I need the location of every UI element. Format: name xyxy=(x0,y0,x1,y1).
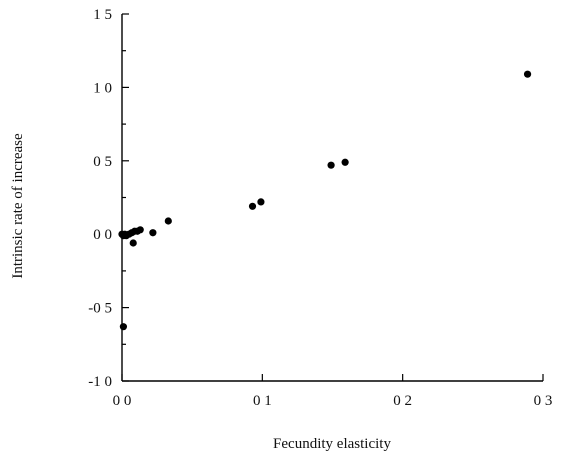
data-point xyxy=(164,217,172,225)
data-point xyxy=(248,202,257,210)
x-tick-label: 0 3 xyxy=(534,393,553,409)
data-point xyxy=(119,323,128,331)
x-tick-label: 0 0 xyxy=(113,393,132,409)
y-tick-label: 1 0 xyxy=(93,80,112,96)
y-tick-label: -1 0 xyxy=(88,374,112,390)
data-point xyxy=(341,158,349,166)
x-axis-ticks: 0 0 0 1 0 2 0 3 xyxy=(113,374,553,409)
data-point xyxy=(136,226,144,234)
data-point xyxy=(523,70,532,78)
x-tick-label: 0 2 xyxy=(393,393,412,409)
y-tick-label: 1 5 xyxy=(93,7,112,23)
y-tick-label: 0 0 xyxy=(93,227,112,243)
y-axis-ticks: 1 5 1 0 0 5 0 0 -0 5 -1 0 xyxy=(88,7,129,390)
data-point xyxy=(327,161,335,169)
x-tick-label: 0 1 xyxy=(253,393,272,409)
x-axis-title: Fecundity elasticity xyxy=(273,436,391,452)
data-point xyxy=(129,239,137,247)
data-points xyxy=(118,70,532,331)
y-axis-title: Intrinsic rate of increase xyxy=(10,133,26,279)
y-tick-label: 0 5 xyxy=(93,154,112,170)
data-point xyxy=(149,229,157,237)
data-point xyxy=(257,198,265,206)
y-tick-label: -0 5 xyxy=(88,301,112,317)
